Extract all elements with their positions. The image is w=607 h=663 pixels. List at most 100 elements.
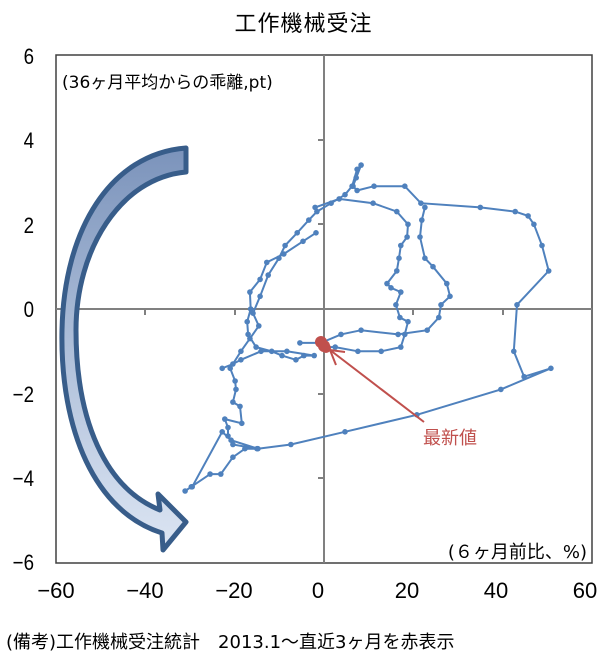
data-point bbox=[336, 196, 343, 202]
data-point bbox=[438, 302, 444, 308]
data-point bbox=[250, 310, 256, 317]
data-point bbox=[257, 276, 263, 283]
data-point bbox=[477, 204, 484, 211]
data-point bbox=[237, 403, 243, 410]
data-point bbox=[247, 306, 254, 312]
data-point bbox=[539, 242, 545, 249]
data-point bbox=[402, 183, 408, 189]
latest-points bbox=[315, 336, 331, 353]
data-point bbox=[396, 255, 402, 261]
data-point bbox=[222, 416, 228, 422]
data-point bbox=[300, 238, 306, 245]
x-unit-label: (６ヶ月前比、%) bbox=[447, 542, 587, 563]
data-point bbox=[233, 386, 239, 393]
data-point bbox=[238, 357, 244, 363]
data-point bbox=[384, 280, 390, 287]
data-point bbox=[422, 255, 428, 261]
data-point bbox=[219, 429, 225, 435]
data-point bbox=[342, 429, 348, 435]
chart-title: 工作機械受注 bbox=[234, 12, 373, 37]
data-point bbox=[393, 302, 399, 308]
data-point bbox=[521, 373, 527, 380]
data-point bbox=[227, 365, 233, 372]
data-point bbox=[311, 352, 318, 359]
data-point bbox=[288, 441, 294, 448]
data-point bbox=[244, 318, 250, 325]
data-point bbox=[355, 348, 361, 355]
data-point bbox=[282, 242, 288, 249]
x-tick-0: 0 bbox=[311, 578, 325, 603]
x-tick-m60: −60 bbox=[37, 578, 75, 603]
series-line bbox=[221, 231, 317, 370]
data-point bbox=[447, 293, 453, 300]
series-line bbox=[184, 164, 552, 492]
y-unit-label: (36ヶ月平均からの乖離,pt) bbox=[62, 73, 273, 93]
data-point bbox=[430, 263, 436, 270]
data-point bbox=[444, 280, 450, 287]
axis-ticks bbox=[144, 139, 504, 479]
data-series bbox=[182, 162, 554, 494]
data-point bbox=[397, 314, 403, 321]
x-tick-20: 20 bbox=[394, 578, 420, 603]
data-point bbox=[242, 445, 248, 452]
data-point bbox=[514, 302, 520, 308]
data-point bbox=[232, 378, 238, 384]
data-point bbox=[230, 454, 236, 461]
y-tick-2: 2 bbox=[23, 213, 34, 238]
data-point bbox=[350, 183, 356, 189]
data-point bbox=[312, 204, 318, 211]
data-point bbox=[265, 272, 272, 278]
source-note: (備考)工作機械受注統計 2013.1～直近3ヶ月を赤表示 bbox=[6, 632, 455, 653]
data-point bbox=[371, 183, 377, 189]
data-point bbox=[398, 242, 404, 249]
data-point bbox=[219, 365, 225, 372]
data-point bbox=[358, 162, 364, 168]
data-point bbox=[257, 293, 263, 300]
series-line bbox=[299, 207, 452, 344]
data-point bbox=[301, 352, 307, 359]
cycle-arrow-icon bbox=[59, 145, 189, 553]
data-point bbox=[247, 289, 253, 295]
data-point bbox=[338, 331, 344, 338]
data-point bbox=[370, 200, 376, 206]
data-point bbox=[353, 175, 360, 181]
data-point bbox=[230, 361, 236, 367]
data-point bbox=[404, 234, 410, 240]
latest-pointer-arrow bbox=[329, 349, 425, 423]
data-point bbox=[239, 420, 245, 427]
data-point bbox=[284, 348, 290, 355]
data-point bbox=[264, 259, 270, 266]
data-point bbox=[297, 340, 303, 346]
data-point bbox=[255, 445, 261, 452]
data-point bbox=[225, 424, 231, 431]
data-point bbox=[498, 386, 504, 393]
data-point bbox=[358, 327, 364, 334]
y-tick-0: 0 bbox=[23, 297, 34, 322]
x-tick-m40: −40 bbox=[126, 578, 164, 603]
data-point bbox=[424, 327, 431, 334]
data-point bbox=[293, 357, 299, 363]
data-point bbox=[253, 344, 259, 350]
data-point bbox=[255, 323, 262, 329]
data-point bbox=[313, 230, 319, 236]
x-tick-60: 60 bbox=[572, 578, 598, 603]
data-point bbox=[207, 471, 213, 477]
data-point bbox=[545, 268, 552, 274]
data-point bbox=[342, 191, 348, 198]
x-tick-40: 40 bbox=[483, 578, 509, 603]
data-point bbox=[511, 348, 517, 355]
data-point bbox=[294, 230, 301, 236]
data-point bbox=[398, 344, 404, 350]
data-point bbox=[418, 200, 424, 206]
data-point bbox=[378, 348, 385, 355]
data-point bbox=[268, 348, 275, 355]
y-tick-m4: −4 bbox=[12, 466, 34, 491]
data-point bbox=[395, 331, 401, 338]
data-point bbox=[548, 365, 554, 372]
data-point bbox=[422, 204, 428, 211]
x-tick-m20: −20 bbox=[215, 578, 253, 603]
data-point bbox=[354, 187, 360, 194]
y-tick-4: 4 bbox=[23, 128, 34, 153]
y-tick-m2: −2 bbox=[12, 382, 34, 407]
